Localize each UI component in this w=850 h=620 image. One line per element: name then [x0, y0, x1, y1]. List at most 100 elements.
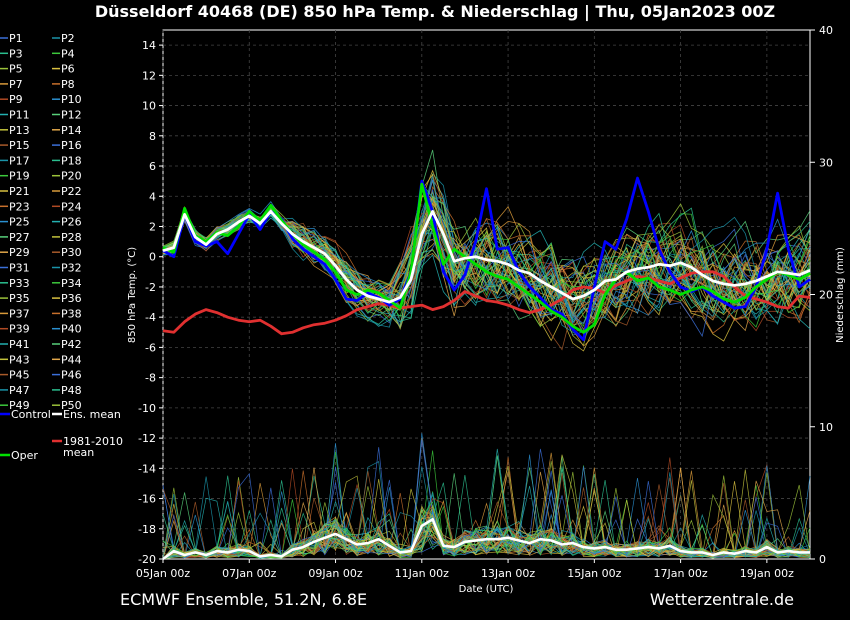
- footer-site-credit: Wetterzentrale.de: [650, 590, 794, 609]
- legend-item-label: P49: [9, 399, 30, 412]
- y-tick-label: -14: [138, 462, 156, 475]
- legend-item-label: P36: [61, 292, 82, 305]
- x-tick-label: 17Jan 00z: [653, 567, 707, 580]
- x-tick-label: 19Jan 00z: [740, 567, 794, 580]
- legend-item-label: P22: [61, 185, 82, 198]
- legend-item-label: P14: [61, 124, 82, 137]
- y-tick-label: -8: [145, 372, 156, 385]
- y-tick-label: -4: [145, 311, 156, 324]
- legend-item-label: P32: [61, 262, 82, 275]
- y-tick-label: -2: [145, 281, 156, 294]
- legend-item-label: P16: [61, 139, 82, 152]
- legend-item-label: P29: [9, 246, 30, 259]
- y-tick-label: -16: [138, 493, 156, 506]
- legend-item-label: P37: [9, 307, 30, 320]
- legend-item-label: P1: [9, 32, 23, 45]
- x-tick-label: 05Jan 00z: [136, 567, 190, 580]
- y-tick-label: 6: [149, 160, 156, 173]
- y-tick-label: -18: [138, 523, 156, 536]
- oper-line: [162, 182, 811, 334]
- x-axis-label: Date (UTC): [459, 584, 514, 595]
- ensemble-member-line: [162, 182, 811, 317]
- legend-item-label: P24: [61, 200, 82, 213]
- legend-item-label: P8: [61, 78, 75, 91]
- chart-title: Düsseldorf 40468 (DE) 850 hPa Temp. & Ni…: [95, 2, 775, 22]
- ensemble-mean-line: [162, 210, 811, 304]
- legend-item-label: P26: [61, 216, 82, 229]
- legend-item-label: P21: [9, 185, 30, 198]
- y-tick-label: 2: [149, 220, 156, 233]
- ensemble-mean-precip-line: [162, 518, 810, 561]
- legend-special-label: Control: [11, 408, 51, 421]
- legend-item-label: P27: [9, 231, 30, 244]
- legend-item-label: P23: [9, 200, 30, 213]
- legend-item-label: P40: [61, 323, 82, 336]
- y-tick-label: -12: [138, 432, 156, 445]
- legend-item-label: P44: [61, 353, 82, 366]
- y-axis-ticks: 14 12 10 8 6 4 2 0 -2 -4 -6 -8 -10 -12 -14 -16 -18 -20: [138, 39, 163, 566]
- legend-item-label: P19: [9, 170, 30, 183]
- legend-item-label: P2: [61, 32, 75, 45]
- y-tick-label: 12: [142, 69, 156, 82]
- x-tick-label: 13Jan 00z: [481, 567, 535, 580]
- legend-special-label: Oper: [11, 449, 38, 462]
- y2-axis-label: Niederschlag (mm): [835, 247, 846, 343]
- legend-item-label: P50: [61, 399, 82, 412]
- legend-item-label: P48: [61, 384, 82, 397]
- y-tick-label: 14: [142, 39, 156, 52]
- y-tick-label: 8: [149, 130, 156, 143]
- legend-item-label: P31: [9, 262, 30, 275]
- legend-item-label: P12: [61, 109, 82, 122]
- legend-item-label: P34: [61, 277, 82, 290]
- legend-item-label: P13: [9, 124, 30, 137]
- legend-item-label: P11: [9, 109, 30, 122]
- legend-item-label: P47: [9, 384, 30, 397]
- y-tick-label: 4: [149, 190, 156, 203]
- legend-item-label: P18: [61, 154, 82, 167]
- x-axis-ticks: 05Jan 00z 07Jan 00z 09Jan 00z 11Jan 00z 13Ja…: [136, 559, 794, 580]
- legend: P1 P2 P3 P4 P5 P6 P7 P8 P9 P10 P11 P12 P13 P14 P15 P16 P…: [0, 32, 123, 462]
- legend-item-label: P46: [61, 369, 82, 382]
- x-tick-label: 09Jan 00z: [308, 567, 362, 580]
- y-axis-label: 850 hPa Temp. (°C): [127, 247, 138, 343]
- legend-special-label: 1981-2010 mean: [63, 435, 123, 459]
- y-tick-label: 10: [142, 100, 156, 113]
- legend-item-label: P35: [9, 292, 30, 305]
- climatology-mean-line: [162, 270, 811, 336]
- legend-item-label: P30: [61, 246, 82, 259]
- ensemble-member-precip-line: [162, 499, 811, 560]
- y2-tick-label: 30: [819, 156, 833, 169]
- y2-tick-label: 0: [819, 553, 826, 566]
- y-tick-label: 0: [149, 251, 156, 264]
- y-tick-label: -20: [138, 553, 156, 566]
- legend-special-label: Ens. mean: [63, 408, 121, 421]
- legend-item-label: P25: [9, 216, 30, 229]
- legend-item-label: P28: [61, 231, 82, 244]
- legend-item-label: P20: [61, 170, 82, 183]
- y2-tick-label: 40: [819, 24, 833, 37]
- legend-item-label: P43: [9, 353, 30, 366]
- legend-item-label: P17: [9, 154, 30, 167]
- legend-item-label: P38: [61, 307, 82, 320]
- legend-item-label: P39: [9, 323, 30, 336]
- legend-item-label: P41: [9, 338, 30, 351]
- legend-item-label: P4: [61, 47, 75, 60]
- plot-area: [162, 29, 811, 561]
- legend-item-label: P45: [9, 369, 30, 382]
- legend-item-label: P33: [9, 277, 30, 290]
- footer-model-info: ECMWF Ensemble, 51.2N, 6.8E: [120, 590, 367, 609]
- y2-tick-label: 10: [819, 421, 833, 434]
- legend-item-label: P10: [61, 93, 82, 106]
- legend-item-label: P9: [9, 93, 23, 106]
- legend-item-label: P5: [9, 63, 23, 76]
- y-tick-label: -6: [145, 341, 156, 354]
- legend-item-label: P3: [9, 47, 23, 60]
- legend-item-label: P42: [61, 338, 82, 351]
- y-tick-label: -10: [138, 402, 156, 415]
- legend-item-label: P15: [9, 139, 30, 152]
- ensemble-member-line: [162, 212, 811, 330]
- x-tick-label: 07Jan 00z: [222, 567, 276, 580]
- x-tick-label: 11Jan 00z: [395, 567, 449, 580]
- legend-item-label: P6: [61, 63, 75, 76]
